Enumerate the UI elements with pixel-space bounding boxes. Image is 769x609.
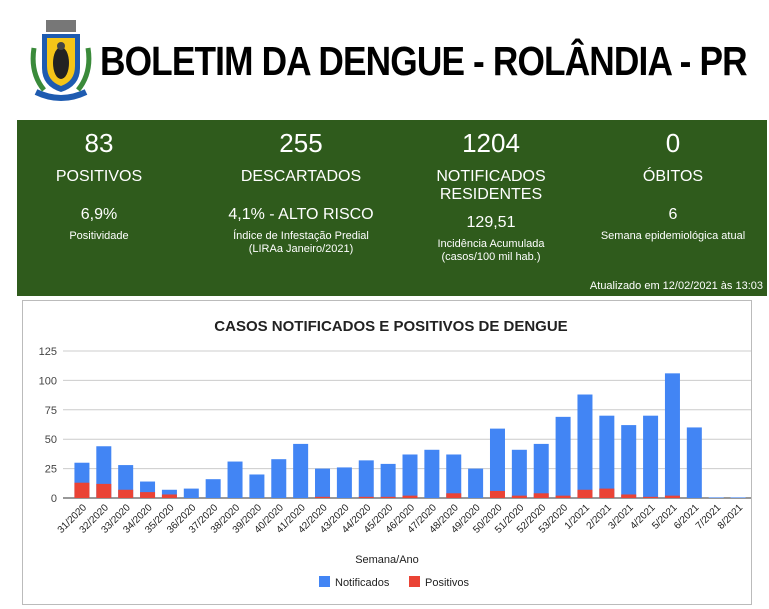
chart-title: CASOS NOTIFICADOS E POSITIVOS DE DENGUE [214,318,567,335]
y-tick-label: 0 [51,493,57,505]
bar-positivos [533,493,549,498]
bar-notificados [380,463,396,498]
bar-positivos [358,496,374,498]
bar-notificados [621,425,637,498]
bar-notificados [555,416,571,498]
bar-positivos [621,494,637,498]
bar-notificados [293,443,309,498]
bar-notificados [599,415,615,498]
updated-timestamp: Atualizado em 12/02/2021 às 13:03 [589,280,763,292]
bar-positivos [96,483,112,498]
stat-value: 1204 [462,128,520,158]
bar-positivos [446,493,462,498]
bar-notificados [424,449,440,498]
legend-swatch-positivos [409,576,420,587]
x-tick-label: 8/2021 [716,502,746,532]
stats-panel: 83 POSITIVOS 6,9% Positividade 255 DESCA… [17,120,767,296]
stat-label: NOTIFICADOS RESIDENTES [436,168,546,203]
bar-positivos [555,495,571,498]
stat-sub-label: Semana epidemiológica atual [600,230,746,242]
bar-notificados [468,468,484,498]
bar-notificados [686,427,702,498]
bar-notificados [271,459,287,498]
bar-notificados [402,454,418,498]
stat-notificados: 1204 NOTIFICADOS RESIDENTES 129,51 Incid… [396,128,586,264]
bar-positivos [489,490,505,498]
bar-positivos [74,482,90,498]
bar-notificados [577,394,593,498]
bar-notificados [664,373,680,498]
bar-notificados [161,489,177,498]
stat-label: POSITIVOS [55,168,143,185]
bar-positivos [664,495,680,498]
bar-notificados [643,415,659,498]
chart-container: CASOS NOTIFICADOS E POSITIVOS DE DENGUE … [22,300,752,605]
legend-label-positivos: Positivos [425,577,470,589]
bar-notificados [489,428,505,498]
bar-notificados [315,468,331,498]
y-tick-label: 100 [39,375,57,387]
stat-value: 83 [84,128,114,158]
bar-positivos [315,496,331,498]
stat-descartados: 255 DESCARTADOS 4,1% - ALTO RISCO Índice… [206,128,396,256]
y-tick-label: 75 [45,405,57,417]
bar-notificados [183,488,199,498]
bar-positivos [599,488,615,498]
legend: Notificados Positivos [319,576,470,589]
y-tick-label: 25 [45,464,57,476]
x-axis-label: Semana/Ano [355,554,419,566]
legend-label-notificados: Notificados [335,577,390,589]
stat-label: ÓBITOS [642,168,704,185]
bar-notificados [730,497,746,498]
bar-notificados [249,474,265,498]
stat-label: DESCARTADOS [240,168,362,185]
bar-notificados [336,467,352,498]
y-tick-label: 50 [45,434,57,446]
stat-sub-value: 4,1% - ALTO RISCO [228,206,374,223]
bar-positivos [511,495,527,498]
bar-positivos [380,496,396,498]
page-title: BOLETIM DA DENGUE - ROLÂNDIA - PR [100,38,748,84]
bar-positivos [402,495,418,498]
bar-positivos [161,494,177,498]
legend-swatch-notificados [319,576,330,587]
stat-positivos: 83 POSITIVOS 6,9% Positividade [4,128,194,243]
bar-notificados [205,479,221,498]
bar-positivos [643,496,659,498]
bar-notificados [708,497,724,498]
stat-sub-label: Índice de Infestação Predial (LIRAa Jane… [233,230,369,255]
stat-obitos: 0 ÓBITOS 6 Semana epidemiológica atual [578,128,768,243]
stat-sub-value: 129,51 [466,214,516,231]
bar-notificados [358,460,374,498]
bar-notificados [511,449,527,498]
bar-positivos [577,489,593,498]
stat-value: 255 [279,128,323,158]
stat-sub-value: 6 [668,206,678,223]
stat-value: 0 [665,128,681,158]
bar-notificados [446,454,462,498]
stat-sub-value: 6,9% [80,206,118,223]
y-tick-label: 125 [39,346,57,358]
city-coat-of-arms-logo [28,18,94,104]
bar-chart: CASOS NOTIFICADOS E POSITIVOS DE DENGUE … [39,318,751,589]
bar-positivos [118,489,134,498]
bar-notificados [533,443,549,498]
stat-sub-label: Incidência Acumulada (casos/100 mil hab.… [437,238,545,263]
stat-sub-label: Positividade [69,230,129,242]
bar-positivos [140,492,156,498]
bar-notificados [227,461,243,498]
